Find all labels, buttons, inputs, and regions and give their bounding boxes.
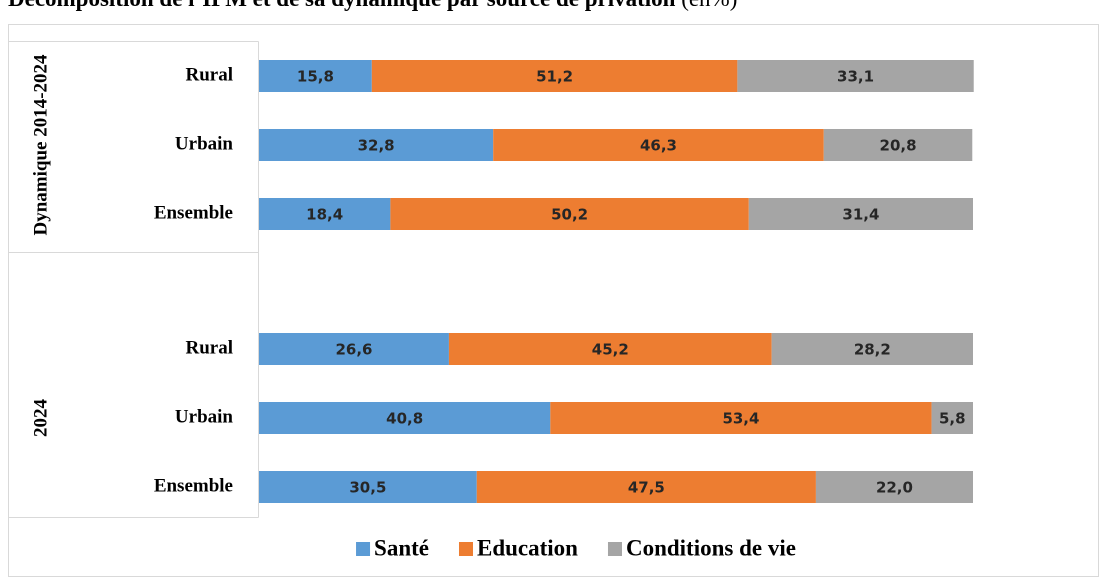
bar-segment bbox=[390, 198, 749, 230]
category-label: Ensemble bbox=[154, 202, 233, 223]
value-label: 32,8 bbox=[358, 137, 395, 155]
legend-label: Education bbox=[477, 535, 578, 560]
chart-title: Décomposition de l’IPM et de sa dynamiqu… bbox=[8, 0, 737, 11]
bar-segment bbox=[815, 471, 973, 503]
bar-segment bbox=[823, 129, 973, 161]
legend-swatch bbox=[458, 542, 473, 556]
value-label: 50,2 bbox=[551, 206, 588, 224]
value-label: 18,4 bbox=[306, 206, 343, 224]
bar-segment bbox=[748, 198, 973, 230]
value-label: 45,2 bbox=[592, 341, 629, 359]
value-label: 40,8 bbox=[386, 410, 423, 428]
legend: Santé Education Conditions de vie bbox=[356, 535, 796, 560]
value-label: 26,6 bbox=[335, 341, 372, 359]
value-label: 28,2 bbox=[854, 341, 891, 359]
bar-segment bbox=[259, 60, 372, 92]
legend-swatch bbox=[356, 542, 371, 556]
category-label: Rural bbox=[186, 64, 234, 85]
category-label: Ensemble bbox=[154, 475, 233, 496]
value-label: 15,8 bbox=[297, 68, 334, 86]
bar-segment bbox=[737, 60, 974, 92]
value-label: 33,1 bbox=[837, 68, 874, 86]
bar-segment bbox=[550, 402, 932, 434]
value-label: 51,2 bbox=[536, 68, 573, 86]
value-label: 5,8 bbox=[939, 410, 966, 428]
value-label: 20,8 bbox=[880, 137, 917, 155]
bar-segment bbox=[476, 471, 816, 503]
value-label: 53,4 bbox=[722, 410, 759, 428]
bar-segment bbox=[259, 471, 477, 503]
category-label: Rural bbox=[186, 337, 234, 358]
legend-label: Conditions de vie bbox=[626, 535, 796, 560]
bar-segment bbox=[259, 198, 391, 230]
bar-segment bbox=[771, 333, 973, 365]
value-label: 47,5 bbox=[628, 479, 665, 497]
value-label: 22,0 bbox=[876, 479, 913, 497]
title-text: Décomposition de l’IPM et de sa dynamiqu… bbox=[8, 0, 676, 11]
legend-swatch bbox=[607, 542, 622, 556]
value-label: 46,3 bbox=[640, 137, 677, 155]
bar-segment bbox=[371, 60, 738, 92]
value-label: 30,5 bbox=[349, 479, 386, 497]
title-unit: (en%) bbox=[681, 0, 737, 11]
group-label: Dynamique 2014-2024 bbox=[30, 54, 51, 236]
bar-segment bbox=[493, 129, 824, 161]
category-label: Urbain bbox=[175, 133, 234, 154]
bar-segment bbox=[259, 402, 551, 434]
bar-segment bbox=[931, 402, 973, 434]
legend-label: Santé bbox=[374, 535, 429, 560]
category-label: Urbain bbox=[175, 406, 234, 427]
value-label: 31,4 bbox=[842, 206, 879, 224]
group-label: 2024 bbox=[30, 399, 51, 438]
bar-segment bbox=[259, 129, 494, 161]
bar-segment bbox=[448, 333, 772, 365]
bar-segment bbox=[259, 333, 449, 365]
